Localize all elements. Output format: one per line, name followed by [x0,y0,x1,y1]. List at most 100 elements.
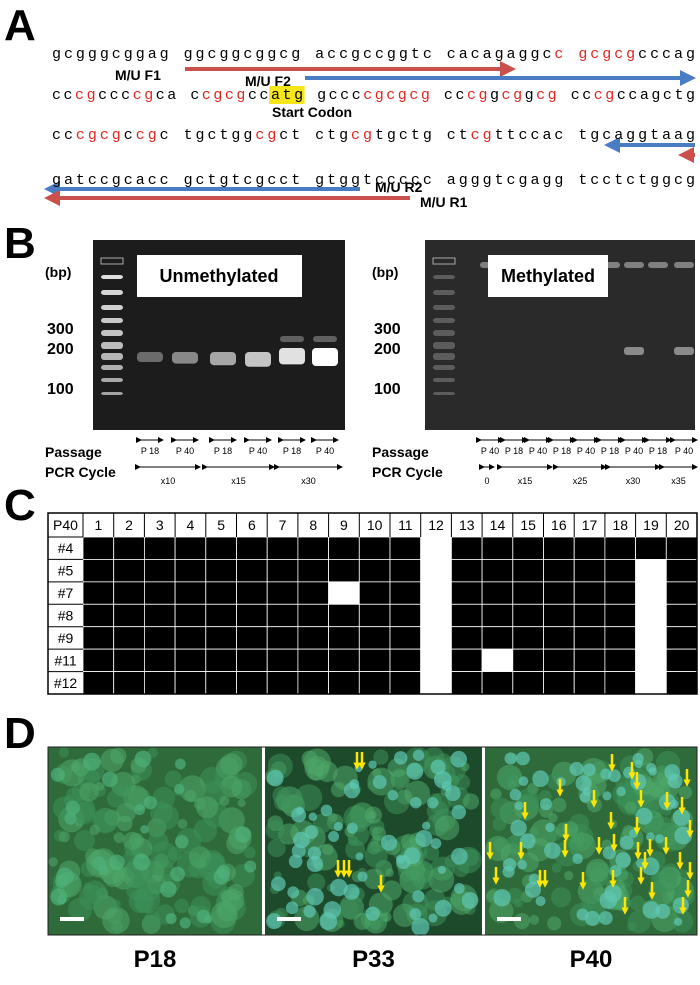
column-label: 18 [612,517,628,533]
lane-label: P 18 [214,446,232,456]
methylated-cell [174,648,207,672]
cycle-label: x30 [626,476,641,486]
methylated-cell [604,603,637,628]
methylated-cell [358,671,391,695]
methylated-cell [174,559,207,583]
table-border [47,512,698,695]
micrograph-label: P40 [570,946,613,973]
sequence-segment: cgcg [76,127,121,144]
ladder-band [433,275,455,279]
row-label: #4 [58,540,74,556]
column-label: 11 [398,517,413,533]
cell [123,831,142,851]
micrograph-frame [47,746,698,936]
ladder-band [101,392,123,395]
methylated-cell [328,671,360,695]
sequence-segment: cg [133,87,154,104]
pcr-band [624,347,644,355]
sequence-line: cc cg ccc cg ca c cgcg cc atg gccc cgcgcg cc cg g c… [52,87,695,104]
lane-label: P 18 [649,446,667,456]
corner-label: P40 [53,517,78,533]
pcr-label: PCR Cycle [45,464,116,480]
cell [347,835,359,846]
lane-label: P 18 [283,446,301,456]
methylated-cell [450,603,483,628]
nucleus [320,804,333,817]
methylated-cell [82,671,115,695]
nucleus [109,854,125,871]
lane-label: P 18 [553,446,571,456]
unmethylated-cell [635,626,667,650]
cell [243,846,256,859]
cell [513,913,530,930]
methylated-cell [236,559,268,583]
passage-label: Passage [372,444,429,460]
micrograph [48,747,262,935]
nucleus [179,917,191,929]
unmethylated-cell [420,671,452,695]
nucleus [428,913,438,923]
cell [153,804,179,830]
sequence-segment: cg [351,127,372,144]
methylated-cell [481,536,514,560]
nucleus [293,831,310,849]
methylated-cell [297,648,329,672]
size-label: 300 [374,321,401,338]
methylated-cell [573,626,606,650]
nucleus [528,873,540,885]
column-label: 7 [279,517,287,533]
unmethylated-cell [420,559,452,583]
bp-label: (bp) [372,264,398,280]
cycle-label: x15 [518,476,533,486]
nucleus [303,905,316,918]
cell [196,796,219,819]
methylated-cell [543,671,575,695]
methylated-cell [450,671,483,695]
nucleus [412,890,425,903]
size-label: 300 [47,321,74,338]
pcr-band [172,352,198,364]
methylated-cell [573,603,606,628]
sequence-segment: cg [75,87,96,104]
nucleus [582,763,596,777]
nucleus [304,825,319,840]
methylated-cell [113,536,145,560]
methylated-cell [297,626,329,650]
nucleus [602,791,612,801]
ladder-band [433,353,455,360]
methylated-cell [665,581,698,605]
nucleus [203,914,213,924]
nucleus [380,834,398,851]
nucleus [287,886,300,899]
sequence-segment: cc [52,127,73,144]
cell [547,916,562,931]
nucleus [437,865,447,874]
cell [585,858,610,882]
cell [551,797,567,813]
methylated-cell [297,671,329,695]
nucleus [306,855,324,873]
cell [210,901,238,929]
methylated-cell [573,671,606,695]
methylated-cell [266,559,299,583]
methylated-cell [143,559,176,583]
cell [106,790,125,808]
cell [385,868,394,877]
methylated-cell [236,648,268,672]
methylated-cell [174,671,207,695]
cycle-label: x35 [671,476,686,486]
nucleus [285,901,299,915]
nucleus [308,812,318,821]
column-label: 19 [643,517,659,533]
ladder-band [433,378,455,382]
methylated-cell [358,559,391,583]
nucleus [450,847,468,865]
bp-label: (bp) [45,264,71,280]
lane-label: P 40 [481,446,499,456]
methylated-cell [450,648,483,672]
methylated-cell [512,581,544,605]
primer-label: M/U F2 [245,73,291,89]
methylated-cell [358,536,391,560]
column-label: 8 [309,517,317,533]
